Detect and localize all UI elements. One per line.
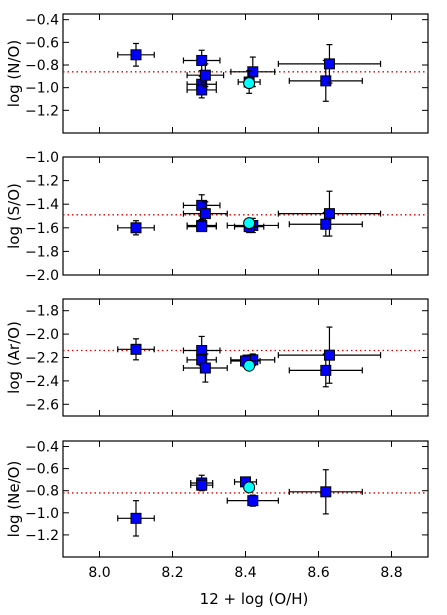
y-tick-label: −0.6 — [25, 35, 59, 51]
y-tick-label: −2.0 — [25, 268, 59, 284]
data-point-square — [130, 222, 142, 234]
data-point-square — [247, 495, 259, 507]
data-point-square — [199, 362, 211, 374]
data-point-square — [196, 84, 208, 96]
panel-2: −1.0 −1.2 −1.4 −1.6 −1.8 −2.0 log (S/O) — [5, 150, 429, 284]
data-point-square — [323, 58, 335, 70]
y-axis-label: log (S/O) — [5, 183, 23, 249]
data-point-square — [323, 349, 335, 361]
y-tick-label: −1.0 — [25, 506, 59, 522]
y-tick-label: −2.6 — [25, 397, 59, 413]
data-point-square — [130, 49, 142, 61]
data-point-square — [323, 208, 335, 220]
data-point-square — [320, 218, 332, 230]
x-axis-label: 12 + log (O/H) — [200, 590, 309, 608]
y-tick-label: −0.4 — [25, 13, 59, 29]
x-tick-label: 8.6 — [307, 565, 329, 581]
data-point-circle — [243, 77, 256, 90]
data-point-square — [199, 69, 211, 81]
y-tick-label: −1.0 — [25, 150, 59, 166]
data-point-circle — [243, 359, 256, 372]
y-tick-label: −1.8 — [25, 304, 59, 320]
data-point-square — [130, 512, 142, 524]
axes-frame — [62, 13, 429, 134]
y-axis-label: log (N/O) — [5, 40, 23, 107]
axes-frame — [62, 440, 429, 558]
y-tick-label: −2.4 — [25, 374, 59, 390]
data-point-square — [320, 486, 332, 498]
y-axis-label: log (Ar/O) — [5, 321, 23, 394]
y-tick-label: −1.6 — [25, 221, 59, 237]
x-tick-label: 8.2 — [161, 565, 183, 581]
data-point-square — [320, 75, 332, 87]
data-point-square — [196, 221, 208, 233]
y-tick-label: −0.8 — [25, 484, 59, 500]
data-point-square — [199, 208, 211, 220]
x-tick-label: 8.4 — [234, 565, 256, 581]
y-tick-label: −1.2 — [25, 103, 59, 119]
y-axis-label: log (Ne/O) — [5, 461, 23, 538]
x-tick-label: 8.0 — [88, 565, 110, 581]
x-tick-label: 8.8 — [380, 565, 402, 581]
y-tick-label: −1.0 — [25, 81, 59, 97]
data-point-circle — [243, 481, 256, 494]
axes-frame — [62, 156, 429, 276]
data-point-square — [196, 54, 208, 66]
y-tick-label: −1.4 — [25, 197, 59, 213]
y-tick-label: −0.6 — [25, 462, 59, 478]
y-tick-label: −1.2 — [25, 528, 59, 544]
data-point-square — [196, 479, 208, 491]
y-tick-label: −0.8 — [25, 58, 59, 74]
data-point-square — [130, 343, 142, 355]
y-tick-label: −1.8 — [25, 244, 59, 260]
data-point-circle — [243, 217, 256, 230]
y-tick-label: −0.4 — [25, 440, 59, 456]
y-tick-label: −2.2 — [25, 351, 59, 367]
data-point-square — [320, 364, 332, 376]
y-tick-label: −2.0 — [25, 327, 59, 343]
y-tick-label: −1.2 — [25, 174, 59, 190]
